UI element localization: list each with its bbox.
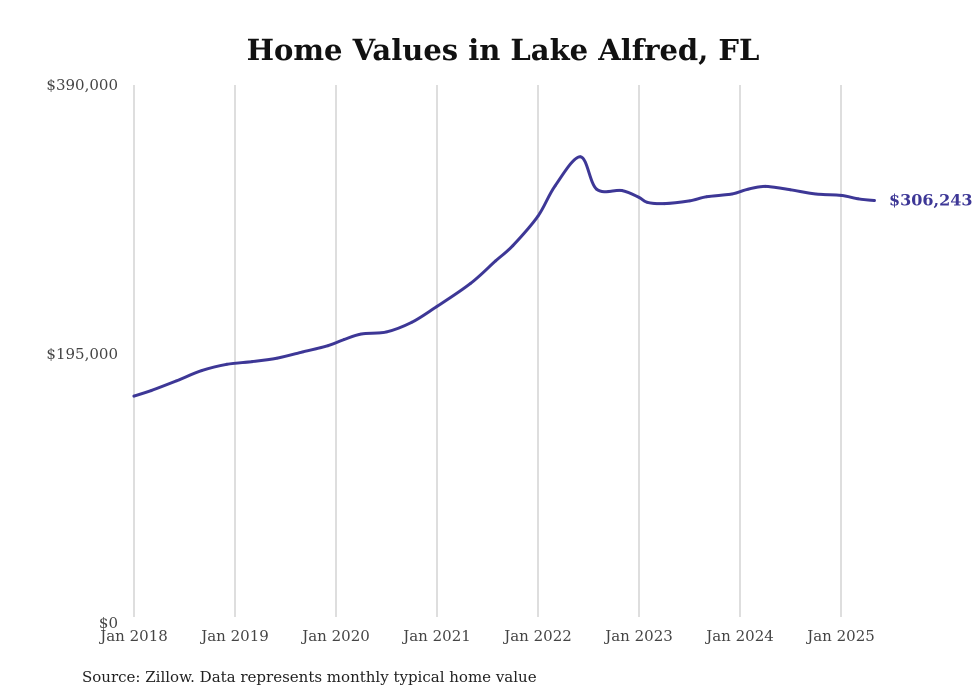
series-lines (132, 155, 876, 398)
chart-title: Home Values in Lake Alfred, FL (247, 33, 760, 67)
data-point (301, 350, 305, 354)
x-tick-label: Jan 2018 (98, 627, 168, 645)
y-tick-label: $390,000 (46, 76, 118, 94)
grid-lines (133, 85, 842, 617)
x-tick-label: Jan 2020 (300, 627, 370, 645)
data-point (275, 356, 279, 360)
data-point (250, 360, 254, 364)
data-point (856, 197, 860, 201)
data-point (578, 155, 582, 159)
data-point (746, 187, 750, 191)
data-point (637, 195, 641, 199)
x-tick-label: Jan 2021 (401, 627, 471, 645)
data-point (342, 338, 346, 341)
data-point (872, 199, 876, 202)
end-labels: $306,243 (889, 191, 973, 210)
end-value-label: $306,243 (889, 191, 973, 210)
data-point (468, 282, 472, 286)
data-point (511, 244, 515, 248)
data-point (132, 394, 136, 398)
y-tick-label: $0 (99, 614, 118, 632)
data-point (359, 332, 363, 336)
data-point (814, 192, 818, 196)
data-point (662, 202, 666, 206)
data-point (688, 199, 691, 203)
data-point (200, 369, 204, 373)
data-point (595, 187, 599, 191)
x-tick-label: Jan 2025 (805, 627, 875, 645)
data-point (174, 379, 178, 383)
data-point (435, 304, 439, 308)
data-point (326, 344, 330, 348)
data-point (730, 192, 734, 196)
y-axis-ticks: $0 $195,000 $390,000 (46, 76, 118, 632)
data-point (410, 320, 414, 324)
data-point (645, 200, 649, 204)
data-point (839, 193, 843, 197)
data-point (536, 214, 540, 218)
data-point (763, 184, 767, 188)
x-tick-label: Jan 2024 (704, 627, 774, 645)
data-point (149, 389, 153, 393)
data-point (225, 362, 229, 366)
y-tick-label: $195,000 (46, 345, 118, 363)
data-point (620, 189, 624, 192)
data-point (789, 188, 792, 192)
data-point (705, 195, 709, 199)
data-point (553, 184, 557, 188)
x-axis-ticks: Jan 2018 Jan 2019 Jan 2020 Jan 2021 Jan 2022… (98, 627, 875, 645)
data-point (385, 330, 388, 334)
x-tick-label: Jan 2022 (502, 627, 572, 645)
data-point (494, 259, 498, 263)
series-line (132, 155, 876, 398)
source-note: Source: Zillow. Data represents monthly … (82, 668, 537, 686)
x-tick-label: Jan 2023 (603, 627, 673, 645)
x-tick-label: Jan 2019 (199, 627, 269, 645)
